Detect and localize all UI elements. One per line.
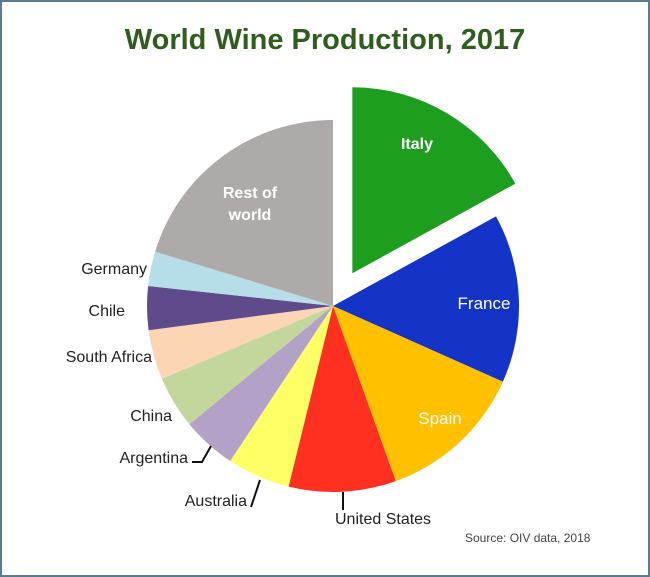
pie-slice-australia bbox=[230, 306, 333, 487]
slice-label-united-states: United States bbox=[335, 511, 431, 528]
slice-label-spain: Spain bbox=[418, 409, 461, 428]
slice-label-france: France bbox=[458, 294, 511, 313]
pie-slice-spain bbox=[333, 306, 503, 482]
slice-label-australia: Australia bbox=[185, 493, 247, 510]
pie-slice-chile bbox=[146, 285, 333, 331]
slice-label-argentina: Argentina bbox=[120, 450, 189, 467]
pie-slice-south-africa bbox=[148, 306, 333, 379]
pie-slice-united-states bbox=[288, 306, 396, 492]
pie-slice-italy bbox=[352, 87, 516, 274]
slice-label-china: China bbox=[130, 408, 172, 425]
leader-line-argentina bbox=[192, 445, 212, 463]
slice-label-italy: Italy bbox=[401, 136, 433, 153]
pie-slice-rest-of-world bbox=[155, 120, 333, 306]
slice-label-rest-of-world: Rest of world bbox=[223, 185, 278, 224]
slice-label-chile: Chile bbox=[89, 303, 126, 320]
chart-title: World Wine Production, 2017 bbox=[124, 24, 526, 56]
slice-label-germany: Germany bbox=[81, 261, 147, 278]
pie-slice-france bbox=[333, 216, 519, 382]
pie-slice-germany bbox=[148, 251, 333, 306]
pie-slice-china bbox=[161, 306, 333, 425]
slice-label-south-africa: South Africa bbox=[66, 349, 152, 366]
leader-line-australia bbox=[250, 479, 261, 508]
source-note: Source: OIV data, 2018 bbox=[465, 531, 591, 545]
pie-slice-argentina bbox=[189, 306, 333, 462]
